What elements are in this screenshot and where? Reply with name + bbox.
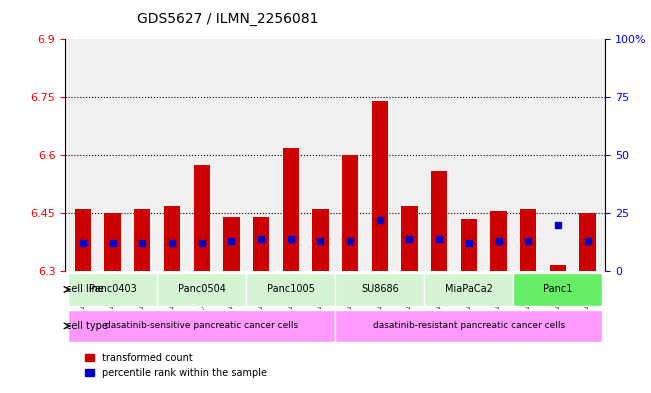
Bar <box>223 217 240 271</box>
Text: cell type: cell type <box>66 321 107 331</box>
Bar <box>253 217 270 271</box>
Bar <box>490 211 506 271</box>
Bar <box>431 171 447 271</box>
FancyBboxPatch shape <box>335 273 424 306</box>
Bar <box>164 206 180 271</box>
Text: MiaPaCa2: MiaPaCa2 <box>445 285 493 294</box>
Bar <box>283 147 299 271</box>
Bar <box>520 209 536 271</box>
Bar <box>461 219 477 271</box>
FancyBboxPatch shape <box>514 273 602 306</box>
Bar <box>401 206 418 271</box>
Legend: transformed count, percentile rank within the sample: transformed count, percentile rank withi… <box>81 349 271 382</box>
FancyBboxPatch shape <box>246 273 335 306</box>
FancyBboxPatch shape <box>157 273 246 306</box>
Text: GDS5627 / ILMN_2256081: GDS5627 / ILMN_2256081 <box>137 12 318 26</box>
FancyBboxPatch shape <box>335 310 602 342</box>
Text: cell line: cell line <box>66 285 104 294</box>
Bar <box>104 213 121 271</box>
Bar <box>342 155 358 271</box>
Text: Panc1: Panc1 <box>543 285 573 294</box>
Text: Panc0403: Panc0403 <box>89 285 137 294</box>
Bar <box>579 213 596 271</box>
Bar <box>193 165 210 271</box>
Bar <box>372 101 388 271</box>
Bar <box>549 265 566 271</box>
Text: Panc1005: Panc1005 <box>267 285 314 294</box>
Bar <box>134 209 150 271</box>
Text: SU8686: SU8686 <box>361 285 398 294</box>
Text: Panc0504: Panc0504 <box>178 285 226 294</box>
Text: dasatinib-sensitive pancreatic cancer cells: dasatinib-sensitive pancreatic cancer ce… <box>105 321 298 331</box>
Bar <box>75 209 91 271</box>
FancyBboxPatch shape <box>424 273 514 306</box>
FancyBboxPatch shape <box>68 310 335 342</box>
Bar <box>312 209 329 271</box>
FancyBboxPatch shape <box>68 273 157 306</box>
Text: dasatinib-resistant pancreatic cancer cells: dasatinib-resistant pancreatic cancer ce… <box>373 321 565 331</box>
